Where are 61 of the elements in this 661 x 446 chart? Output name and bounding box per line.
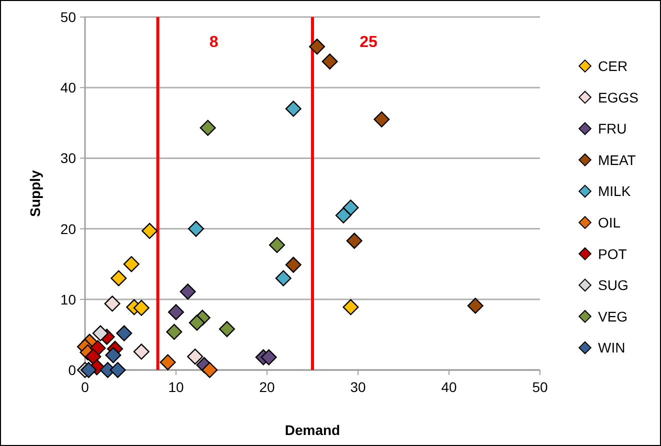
point [275, 270, 292, 286]
x-tick-label: 10 [168, 379, 184, 395]
point [322, 53, 338, 70]
point [133, 344, 150, 360]
point [335, 207, 352, 224]
point [346, 232, 362, 249]
point [200, 120, 216, 136]
y-tick-label: 50 [60, 9, 76, 25]
x-tick-label: 20 [259, 379, 275, 395]
ref-line-label: 8 [209, 34, 218, 51]
x-tick-label: 40 [441, 379, 457, 395]
legend-label: WIN [598, 340, 626, 356]
point [110, 362, 126, 378]
ref-line-label: 25 [360, 34, 378, 51]
point [168, 304, 184, 320]
legend-label: CER [598, 58, 628, 74]
point [260, 349, 277, 366]
point [133, 300, 150, 316]
point [467, 298, 484, 314]
point [309, 38, 326, 55]
point [92, 325, 108, 342]
y-tick-label: 30 [60, 150, 76, 166]
x-tick-label: 50 [532, 379, 548, 395]
point [104, 296, 120, 312]
y-tick-label: 20 [60, 220, 76, 237]
point [116, 325, 132, 342]
point [110, 270, 127, 286]
point [374, 111, 390, 128]
x-tick-label: 0 [81, 379, 90, 395]
x-axis-title: Demand [284, 422, 340, 438]
point [285, 100, 302, 117]
point [342, 200, 359, 216]
legend-label: POT [598, 246, 628, 262]
legend-label: VEG [598, 308, 628, 324]
legend-label: MEAT [598, 152, 636, 168]
legend-label: OIL [598, 214, 621, 230]
point [160, 354, 176, 370]
point [342, 299, 359, 316]
point [188, 220, 204, 237]
y-tick-label: 40 [60, 80, 76, 96]
point [180, 284, 196, 300]
point [142, 222, 158, 239]
point [285, 256, 302, 273]
point [187, 348, 204, 365]
point [105, 347, 122, 364]
point [188, 314, 205, 331]
point [80, 362, 97, 378]
point [268, 237, 286, 254]
legend-label: SUG [598, 277, 628, 294]
point [202, 362, 218, 378]
legend-label: EGGS [598, 89, 638, 106]
y-tick-label: 0 [68, 362, 76, 378]
legend-label: FRU [598, 120, 627, 137]
x-tick-label: 30 [350, 379, 366, 395]
point [85, 348, 102, 365]
point [218, 321, 235, 338]
point [123, 256, 140, 272]
point [166, 324, 182, 340]
y-axis-title: Supply [27, 170, 43, 217]
legend-label: MILK [598, 183, 632, 200]
y-tick-label: 10 [60, 291, 76, 308]
